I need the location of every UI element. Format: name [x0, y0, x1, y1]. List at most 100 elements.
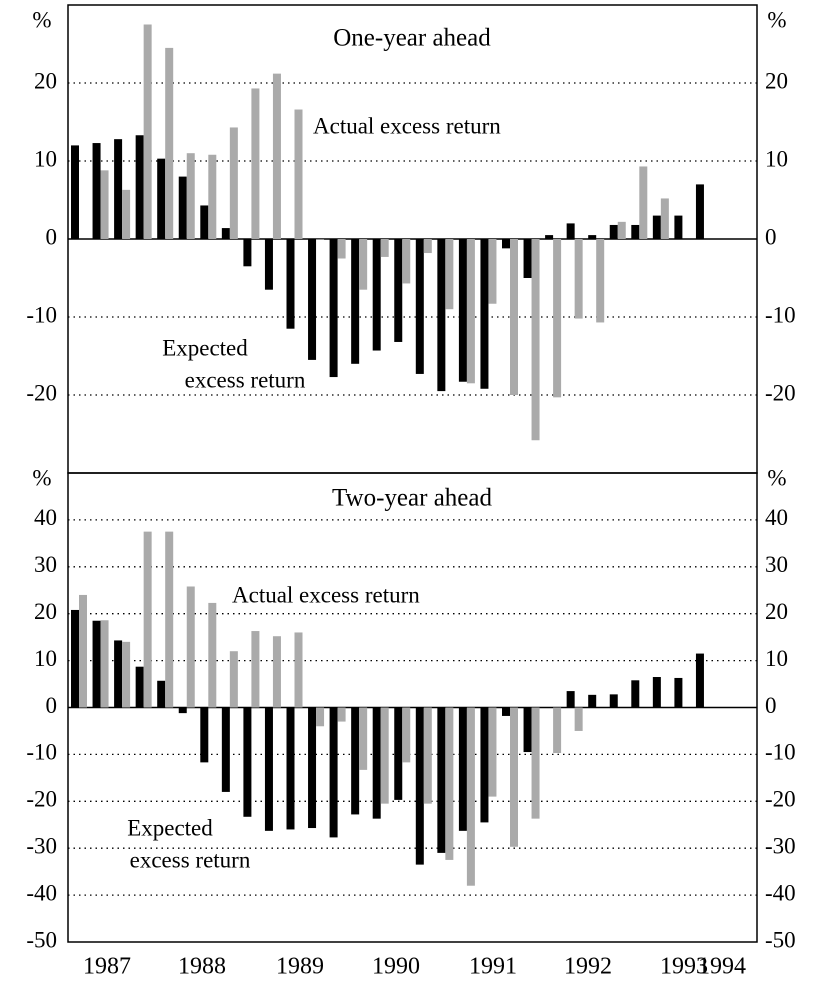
- bar: [609, 694, 618, 708]
- bar: [437, 707, 446, 853]
- y-tick-label: 20: [34, 68, 57, 93]
- y-tick-label-right: -20: [765, 787, 796, 812]
- bar: [71, 609, 79, 708]
- bar: [337, 707, 346, 722]
- bar: [510, 707, 518, 847]
- y-tick-label: -30: [26, 833, 57, 858]
- annotation: excess return: [130, 847, 251, 872]
- bar: [510, 239, 518, 395]
- bar: [143, 531, 152, 708]
- annotation: Expected: [162, 335, 248, 360]
- bar: [372, 707, 381, 819]
- bar: [617, 221, 626, 239]
- bar: [221, 707, 230, 792]
- bar: [695, 653, 704, 708]
- bar: [359, 239, 368, 290]
- bar: [660, 198, 669, 239]
- y-tick-label-right: -50: [765, 927, 796, 952]
- bar: [92, 620, 101, 708]
- bar: [272, 73, 281, 239]
- bar: [135, 666, 144, 708]
- bar: [251, 631, 260, 708]
- bar: [71, 145, 79, 239]
- bar: [639, 166, 648, 239]
- bar: [566, 223, 575, 239]
- bar: [553, 239, 562, 398]
- bar: [100, 170, 109, 239]
- bar: [445, 239, 454, 310]
- y-tick-label-right: 0: [765, 224, 777, 249]
- x-tick-label: 1988: [178, 954, 226, 980]
- bar: [337, 239, 346, 259]
- bar: [229, 127, 238, 239]
- y-unit-right: %: [767, 7, 786, 32]
- bar: [294, 632, 303, 708]
- panel-title: Two-year ahead: [332, 485, 492, 512]
- y-tick-label: -50: [26, 927, 57, 952]
- y-tick-label-right: 20: [765, 68, 788, 93]
- bar: [79, 594, 87, 708]
- bar: [208, 154, 217, 239]
- bar: [157, 158, 166, 239]
- bar: [574, 239, 583, 319]
- bar: [243, 239, 252, 267]
- annotation: Actual excess return: [232, 582, 420, 607]
- bar: [359, 707, 368, 770]
- bar: [351, 707, 360, 815]
- bar: [402, 239, 411, 284]
- bar: [165, 47, 174, 240]
- bar: [229, 651, 238, 708]
- y-tick-label-right: -30: [765, 833, 796, 858]
- annotation: excess return: [185, 367, 306, 392]
- y-tick-label-right: -10: [765, 740, 796, 765]
- y-tick-label-right: 30: [765, 552, 788, 577]
- bar: [423, 707, 432, 804]
- bar: [415, 239, 424, 374]
- y-tick-label: -20: [26, 380, 57, 405]
- bar: [221, 228, 230, 239]
- bar: [652, 677, 661, 708]
- bar: [186, 153, 195, 239]
- bar: [251, 88, 260, 240]
- bar: [596, 239, 605, 323]
- bar: [286, 239, 295, 329]
- bar: [243, 707, 252, 817]
- bar: [652, 215, 661, 239]
- y-tick-label: 10: [34, 646, 57, 671]
- y-tick-label-right: 10: [765, 646, 788, 671]
- bar: [157, 680, 166, 708]
- x-tick-label: 1992: [564, 954, 612, 980]
- bar: [523, 239, 532, 278]
- bar: [553, 707, 562, 753]
- y-tick-label-right: 40: [765, 505, 788, 530]
- bar: [695, 184, 704, 239]
- y-tick-label-right: -10: [765, 302, 796, 327]
- bar: [272, 636, 281, 708]
- bar: [466, 707, 475, 886]
- y-tick-label-right: -40: [765, 880, 796, 905]
- annotation: Actual excess return: [313, 113, 501, 138]
- bar: [329, 707, 338, 838]
- bar: [178, 176, 187, 239]
- y-tick-label-right: 0: [765, 693, 777, 718]
- y-tick-label: -40: [26, 880, 57, 905]
- y-unit: %: [32, 7, 51, 32]
- bar: [609, 224, 618, 239]
- bar: [178, 707, 187, 714]
- bar: [531, 707, 540, 819]
- bar: [200, 205, 209, 239]
- bar: [502, 239, 510, 249]
- bar: [286, 707, 295, 830]
- bar: [674, 215, 683, 239]
- bar: [316, 239, 325, 240]
- x-tick-label: 1991: [469, 954, 517, 980]
- bar: [588, 235, 597, 239]
- bar: [588, 694, 597, 708]
- bar: [458, 707, 467, 831]
- bar: [458, 239, 467, 382]
- bar: [100, 620, 109, 708]
- y-tick-label-right: 10: [765, 146, 788, 171]
- bar: [122, 641, 131, 708]
- bar: [488, 707, 497, 797]
- bar: [488, 239, 497, 304]
